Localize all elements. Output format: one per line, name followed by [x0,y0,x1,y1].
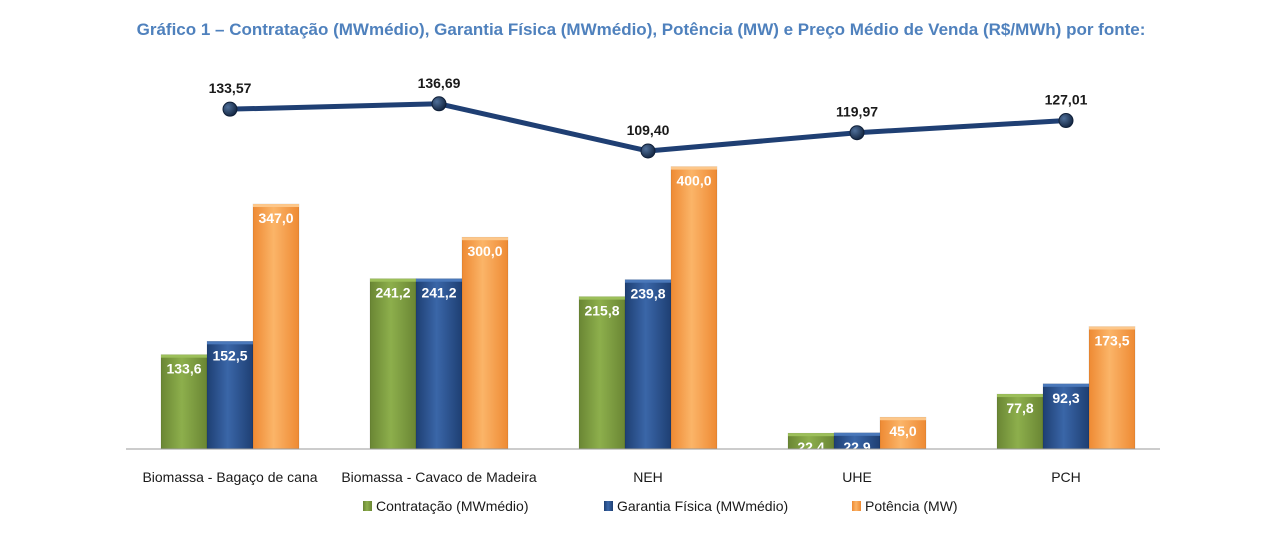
bar-value-label: 239,8 [630,286,665,302]
price-value-label: 133,57 [209,80,252,96]
bar-cap [207,341,253,345]
bar-value-label: 77,8 [1006,400,1033,416]
chart-title: Gráfico 1 – Contratação (MWmédio), Garan… [136,20,1146,39]
bar-value-label: 22,4 [797,439,824,455]
category-label-biomassa-cavaco-de-madeira: Biomassa - Cavaco de Madeira [341,469,537,485]
bar-cap [834,432,880,436]
category-label-uhe: UHE [842,469,872,485]
price-value-label: 119,97 [836,104,878,120]
bar-cap [462,237,508,241]
bar-value-label: 92,3 [1052,390,1079,406]
bars-layer: 133,6 152,5 347,0 241,2 241,2 300,0 215,8 239,8… [160,166,1136,455]
price-marker-pch [1058,113,1074,129]
category-label-pch: PCH [1051,469,1081,485]
bar-potencia-mw-pch [1088,326,1136,450]
price-marker-neh [640,143,656,159]
category-label-biomassa-bagaco-de-cana: Biomassa - Bagaço de cana [142,469,317,485]
bar-value-label: 347,0 [258,210,293,226]
legend-label-garantia-fisica-mwmedio: Garantia Física (MWmédio) [617,498,788,514]
bar-cap [579,296,625,300]
legend: Contratação (MWmédio) Garantia Física (MW… [363,498,958,514]
bar-cap [788,433,834,437]
price-value-label: 127,01 [1045,92,1088,108]
bar-value-label: 241,2 [421,285,456,301]
bar-value-label: 400,0 [676,173,711,189]
bar-garantia-fisica-mwmedio-neh [624,279,672,450]
bar-value-label: 215,8 [584,303,619,319]
bar-cap [1043,383,1089,387]
legend-swatch-potencia-mw [852,501,861,511]
bar-value-label: 173,5 [1094,333,1129,349]
price-line-layer: 133,57 136,69 109,40 119,97 127,01 [209,75,1088,159]
category-labels: Biomassa - Bagaço de cana Biomassa - Cava… [142,469,1080,485]
bar-value-label: 45,0 [889,423,916,439]
bar-garantia-fisica-mwmedio-biomassa-cavaco-de-madeira [415,278,463,450]
bar-value-label: 152,5 [212,347,247,363]
legend-swatch-contratacao-mwmedio [363,501,372,511]
price-marker-biomassa-bagaco-de-cana [222,101,238,117]
bar-cap [161,354,207,358]
bar-potencia-mw-biomassa-cavaco-de-madeira [461,236,509,450]
bar-value-label: 133,6 [166,361,201,377]
bar-cap [253,204,299,208]
bar-value-label: 241,2 [375,285,410,301]
bar-value-label: 300,0 [467,243,502,259]
bar-cap [880,417,926,421]
bar-contratacao-mwmedio-biomassa-cavaco-de-madeira [369,278,417,450]
bar-cap [1089,326,1135,330]
price-value-label: 136,69 [418,75,461,91]
price-value-label: 109,40 [627,122,670,138]
legend-swatch-garantia-fisica-mwmedio [604,501,613,511]
bar-cap [416,278,462,282]
price-marker-biomassa-cavaco-de-madeira [431,96,447,112]
price-marker-uhe [849,125,865,141]
bar-cap [370,278,416,282]
legend-label-potencia-mw: Potência (MW) [865,498,958,514]
bar-potencia-mw-biomassa-bagaco-de-cana [252,203,300,450]
category-label-neh: NEH [633,469,663,485]
bar-value-label: 22,9 [843,439,870,455]
bar-cap [625,279,671,283]
bar-cap [997,394,1043,398]
legend-label-contratacao-mwmedio: Contratação (MWmédio) [376,498,529,514]
bar-potencia-mw-neh [670,166,718,450]
bar-cap [671,166,717,170]
bar-contratacao-mwmedio-neh [578,296,626,450]
